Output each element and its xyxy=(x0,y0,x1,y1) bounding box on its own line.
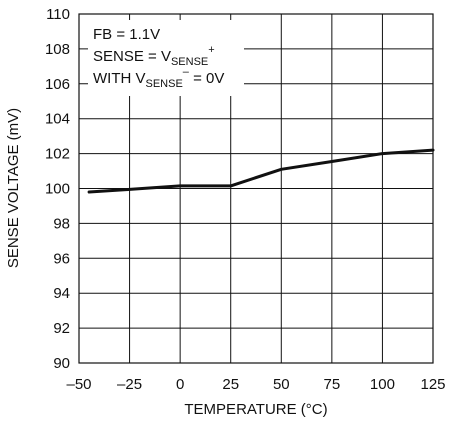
series-line xyxy=(87,148,435,194)
annotation-line-1: FB = 1.1V xyxy=(93,26,160,43)
y-tick-label: 92 xyxy=(53,320,70,337)
annotation-background xyxy=(88,20,244,96)
y-tick-label: 108 xyxy=(45,41,70,58)
annotation-line-3: WITH VSENSE– = 0V xyxy=(93,66,224,90)
x-tick-label: 0 xyxy=(176,376,184,393)
x-tick-label: –50 xyxy=(66,376,91,393)
y-tick-label: 90 xyxy=(53,355,70,372)
y-tick-label: 106 xyxy=(45,76,70,93)
annotation-line-2: SENSE = VSENSE+ xyxy=(93,44,215,68)
x-tick-label: 100 xyxy=(370,376,395,393)
x-axis-title: TEMPERATURE (°C) xyxy=(184,401,327,418)
y-axis-title: SENSE VOLTAGE (mV) xyxy=(5,108,22,268)
y-tick-label: 96 xyxy=(53,250,70,267)
y-tick-label: 94 xyxy=(53,285,70,302)
x-tick-label: 125 xyxy=(420,376,445,393)
grid xyxy=(78,13,434,364)
x-tick-label: –25 xyxy=(117,376,142,393)
y-tick-label: 102 xyxy=(45,146,70,163)
x-tick-label: 50 xyxy=(273,376,290,393)
y-tick-label: 98 xyxy=(53,215,70,232)
y-tick-label: 100 xyxy=(45,181,70,198)
x-tick-label: 75 xyxy=(324,376,341,393)
y-tick-label: 104 xyxy=(45,111,70,128)
plot-frame xyxy=(78,13,434,364)
tick-labels: –50 –25 0 25 50 75 100 125 90 92 94 96 98 100 102 104 10… xyxy=(45,6,446,393)
y-tick-label: 110 xyxy=(46,6,70,23)
x-tick-label: 25 xyxy=(222,376,239,393)
